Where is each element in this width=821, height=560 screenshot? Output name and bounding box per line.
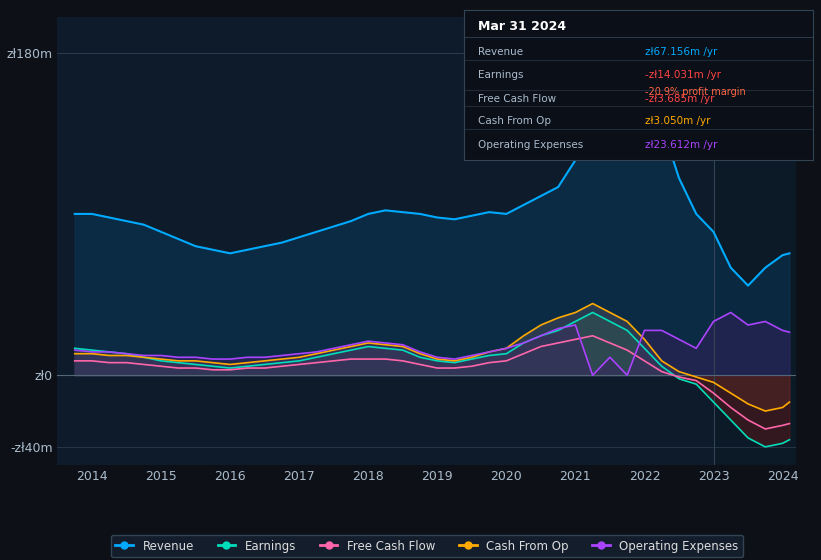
Text: Cash From Op: Cash From Op [478, 116, 551, 126]
Text: -20.9% profit margin: -20.9% profit margin [645, 87, 746, 97]
Text: Mar 31 2024: Mar 31 2024 [478, 20, 566, 33]
Text: -zł3.685m /yr: -zł3.685m /yr [645, 94, 715, 104]
Text: zł23.612m /yr: zł23.612m /yr [645, 140, 718, 150]
Bar [713, 17, 796, 465]
Text: Revenue: Revenue [478, 47, 523, 57]
Text: zł3.050m /yr: zł3.050m /yr [645, 116, 711, 126]
Text: zł67.156m /yr: zł67.156m /yr [645, 47, 718, 57]
Text: -zł14.031m /yr: -zł14.031m /yr [645, 69, 722, 80]
Text: Earnings: Earnings [478, 69, 523, 80]
Legend: Revenue, Earnings, Free Cash Flow, Cash From Op, Operating Expenses: Revenue, Earnings, Free Cash Flow, Cash … [111, 535, 743, 557]
Text: Free Cash Flow: Free Cash Flow [478, 94, 556, 104]
Text: Operating Expenses: Operating Expenses [478, 140, 583, 150]
